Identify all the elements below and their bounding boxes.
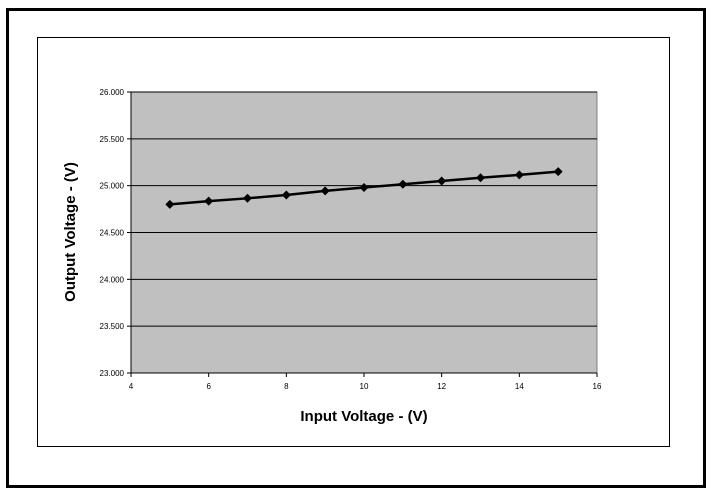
data-point-marker [204,196,214,206]
x-axis-title: Input Voltage - (V) [300,408,427,425]
data-point-marker [243,193,252,203]
x-tick-label: 4 [129,382,134,391]
chart-svg: 23.000 23.500 24.000 24.500 25.000 25.500 26.0… [62,88,602,425]
x-tick-label: 10 [360,382,369,391]
data-point-marker [553,167,563,177]
y-tick-label: 23.500 [100,322,125,331]
data-point-marker [398,179,408,189]
x-tick-label: 16 [593,382,602,391]
page: 23.000 23.500 24.000 24.500 25.000 25.500 26.0… [6,8,706,488]
y-tick-label: 24.000 [100,275,125,284]
x-tick-label: 14 [515,382,524,391]
y-tick-label: 26.000 [100,88,125,97]
data-point-marker [476,173,485,183]
tick-labels: 23.000 23.500 24.000 24.500 25.000 25.500 26.0… [100,88,602,391]
data-point-marker [320,186,330,196]
y-tick-label: 25.500 [100,135,125,144]
x-tick-label: 8 [284,382,289,391]
data-point-marker [165,199,175,209]
data-series [165,167,563,209]
data-point-marker [281,190,291,200]
data-point-marker [359,183,369,193]
y-tick-label: 24.500 [100,229,125,238]
axes [127,91,598,377]
data-point-marker [437,176,447,186]
x-tick-label: 6 [206,382,211,391]
y-tick-label: 23.000 [100,369,125,378]
data-point-marker [514,170,524,180]
y-axis-title: Output Voltage - (V) [62,162,79,302]
y-tick-label: 25.000 [100,182,125,191]
x-tick-label: 12 [437,382,446,391]
